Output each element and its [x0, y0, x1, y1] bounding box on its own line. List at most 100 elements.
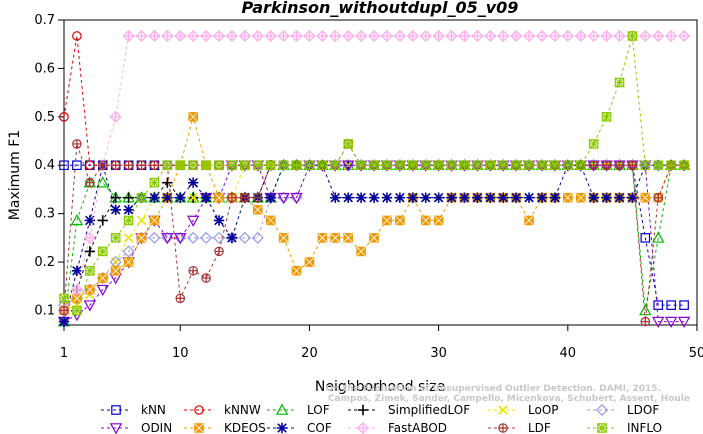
- data-point: [640, 160, 651, 171]
- data-point: [550, 160, 560, 171]
- legend-item-COF: COF: [267, 421, 332, 434]
- data-point: [251, 231, 264, 244]
- data-point: [316, 29, 329, 43]
- legend-label: kNNW: [224, 403, 261, 417]
- data-point: [510, 29, 523, 43]
- data-point: [59, 293, 69, 304]
- series-INFLO: [59, 31, 689, 316]
- data-point: [264, 29, 277, 43]
- data-point: [406, 29, 419, 43]
- data-point: [149, 192, 160, 203]
- data-point: [238, 231, 251, 244]
- data-point: [161, 233, 174, 245]
- data-point: [123, 257, 134, 267]
- data-point: [433, 192, 444, 203]
- y-tick-label: 0.1: [34, 303, 55, 318]
- data-point: [162, 192, 173, 203]
- data-point: [290, 192, 303, 205]
- data-point: [70, 213, 84, 226]
- data-point: [123, 233, 134, 243]
- data-point: [446, 160, 457, 171]
- data-point: [588, 139, 599, 149]
- data-point: [355, 29, 368, 43]
- data-point: [394, 192, 406, 203]
- data-point: [407, 160, 418, 171]
- legend-marker: [194, 423, 204, 433]
- data-point: [420, 215, 431, 226]
- credit-line-2: On the Evaluation of Unsupervised Outlie…: [326, 384, 661, 394]
- data-point: [226, 232, 238, 244]
- data-point: [510, 192, 522, 203]
- data-point: [58, 316, 70, 327]
- data-point: [523, 192, 535, 203]
- data-point: [523, 29, 536, 43]
- data-point: [381, 192, 393, 203]
- data-point: [549, 192, 561, 203]
- legend-marker: [275, 403, 289, 415]
- data-point: [575, 192, 586, 203]
- data-point: [136, 160, 147, 171]
- data-point: [446, 192, 457, 203]
- data-point: [574, 29, 587, 43]
- data-point: [265, 192, 276, 203]
- data-point: [484, 29, 497, 43]
- data-point: [174, 233, 187, 245]
- series-COF: [58, 160, 690, 327]
- data-point: [640, 233, 651, 243]
- data-point: [575, 160, 586, 171]
- data-point: [330, 160, 341, 171]
- series-FastABOD: [57, 29, 691, 317]
- legend-item-KDEOS: KDEOS: [184, 421, 266, 434]
- data-point: [85, 177, 95, 188]
- legend-label: LDOF: [627, 403, 659, 417]
- data-point: [123, 160, 134, 171]
- axes: 1 10 20 30 40 50 0.1 0.2 0.3 0.4 0.5 0.6 0.7: [34, 13, 703, 361]
- data-point: [277, 29, 290, 43]
- data-point: [601, 160, 612, 171]
- legend-label: SimplifiedLOF: [388, 403, 470, 417]
- chart-title: Parkinson_withoutdupl_05_v09: [242, 0, 519, 17]
- data-point: [200, 29, 213, 43]
- data-point: [277, 192, 290, 205]
- data-point: [110, 160, 121, 171]
- data-point: [161, 29, 174, 43]
- data-point: [96, 284, 109, 297]
- data-point: [666, 160, 676, 171]
- data-point: [186, 215, 200, 227]
- data-point: [445, 29, 458, 43]
- data-point: [149, 215, 160, 226]
- data-point: [97, 160, 108, 171]
- data-point: [563, 160, 573, 171]
- data-point: [162, 177, 173, 188]
- legend-marker: [356, 421, 370, 434]
- plot-series: [57, 29, 691, 329]
- series-line: [63, 163, 685, 322]
- data-point: [110, 233, 121, 243]
- data-point: [329, 29, 342, 43]
- data-point: [666, 300, 676, 310]
- legend-marker: [111, 405, 121, 415]
- data-point: [380, 29, 394, 43]
- data-point: [59, 112, 69, 122]
- legend-item-LOF: LOF: [267, 403, 330, 417]
- data-point: [59, 305, 69, 316]
- data-point: [265, 215, 276, 226]
- x-axis-label: Neighborhood size: [315, 379, 445, 395]
- legend-marker: [194, 405, 204, 415]
- legend-label: LDF: [528, 421, 551, 434]
- data-point: [382, 215, 392, 226]
- data-point: [85, 160, 95, 171]
- data-point: [537, 160, 547, 171]
- data-point: [188, 192, 198, 203]
- series-line: [63, 35, 685, 311]
- legend-marker: [357, 404, 369, 416]
- data-point: [149, 177, 160, 188]
- data-point: [330, 192, 341, 203]
- data-point: [588, 160, 599, 171]
- legend-marker: [597, 423, 607, 433]
- data-point: [187, 231, 200, 244]
- data-point: [420, 160, 431, 171]
- y-tick-label: 0.7: [34, 13, 55, 28]
- data-point: [175, 293, 186, 304]
- data-point: [187, 29, 200, 43]
